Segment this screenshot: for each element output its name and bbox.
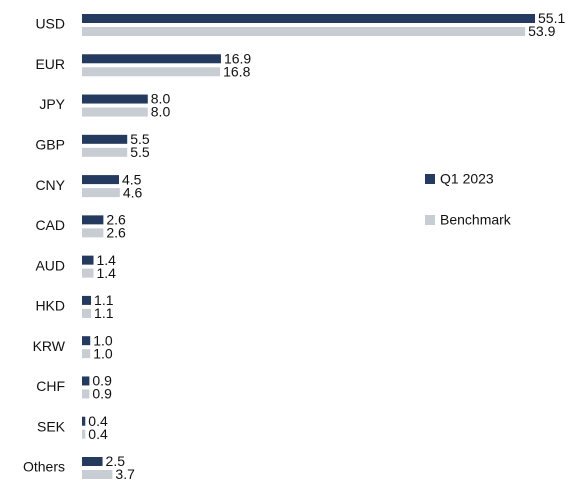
value-label: 5.5 [130, 131, 150, 147]
bar [82, 188, 120, 198]
legend-swatch [425, 174, 435, 184]
bar [82, 457, 103, 466]
legend-label: Benchmark [440, 212, 512, 228]
value-label: 0.4 [88, 413, 108, 429]
bar [82, 308, 92, 318]
bar [82, 429, 86, 439]
value-label: 1.1 [94, 305, 114, 321]
bar [82, 228, 104, 238]
value-label: 3.7 [115, 466, 135, 481]
bar [82, 14, 535, 23]
bar [82, 27, 526, 36]
bar [82, 349, 91, 359]
value-label: 16.8 [223, 63, 250, 79]
legend-label: Q1 2023 [440, 171, 494, 187]
category-label: JPY [39, 96, 65, 112]
value-label: 2.6 [106, 212, 126, 228]
value-label: 1.0 [93, 332, 113, 348]
value-label: 1.0 [93, 345, 113, 361]
category-label: AUD [35, 257, 65, 273]
value-label: 2.5 [106, 453, 126, 469]
value-label: 0.9 [92, 373, 112, 389]
value-label: 55.1 [538, 10, 565, 26]
category-label: HKD [35, 298, 65, 314]
bar [82, 175, 119, 185]
value-label: 53.9 [528, 23, 555, 39]
value-label: 8.0 [151, 104, 171, 120]
category-label: Others [23, 459, 65, 475]
bar [82, 389, 90, 399]
value-label: 4.6 [123, 184, 143, 200]
bar [82, 416, 86, 426]
category-label: USD [35, 16, 65, 32]
category-label: GBP [35, 137, 65, 153]
bar [82, 94, 148, 104]
bar [82, 147, 128, 157]
bar [82, 67, 221, 77]
value-label: 8.0 [151, 91, 171, 107]
bar [82, 268, 94, 278]
bar [82, 336, 91, 346]
value-label: 0.4 [88, 426, 108, 442]
value-label: 16.9 [224, 50, 251, 66]
category-label: EUR [35, 56, 65, 72]
value-label: 1.4 [97, 252, 117, 268]
bar [82, 134, 128, 144]
bar [82, 295, 92, 305]
category-label: KRW [33, 338, 66, 354]
value-label: 2.6 [106, 225, 126, 241]
category-label: CHF [36, 378, 65, 394]
category-label: CAD [35, 217, 65, 233]
value-label: 1.1 [94, 292, 114, 308]
value-label: 4.5 [122, 171, 142, 187]
value-label: 0.9 [92, 386, 112, 402]
category-label: CNY [35, 177, 65, 193]
category-label: SEK [37, 418, 66, 434]
bar [82, 470, 113, 479]
bar [82, 376, 90, 386]
legend-swatch [425, 215, 435, 225]
value-label: 5.5 [130, 144, 150, 160]
bar [82, 215, 104, 225]
value-label: 1.4 [97, 265, 117, 281]
bar [82, 54, 221, 64]
bar [82, 107, 148, 117]
bar [82, 255, 94, 265]
